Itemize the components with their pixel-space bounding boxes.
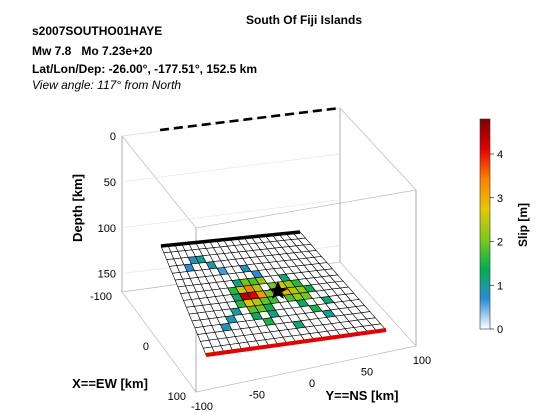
z-tick-label: 0 xyxy=(110,131,116,143)
view-angle: View angle: 117° from North xyxy=(32,78,182,92)
magnitude: Mw 7.8 xyxy=(32,44,72,58)
z-tick-label: 150 xyxy=(98,269,116,281)
colorbar-tick-label: 3 xyxy=(497,193,503,205)
colorbar-label: Slip [m] xyxy=(516,203,530,247)
colorbar-tick-label: 4 xyxy=(497,149,503,161)
y-tick-label: 50 xyxy=(361,367,373,379)
hypocenter-star xyxy=(268,281,288,299)
colorbar-tick-label: 2 xyxy=(497,237,503,249)
fault-top-edge xyxy=(160,230,301,248)
y-tick-label: -100 xyxy=(191,401,213,413)
event-id: s2007SOUTHO01HAYE xyxy=(32,24,163,38)
z-axis-ticks: 0 50 100 150 xyxy=(98,131,116,281)
colorbar-tick-label: 1 xyxy=(497,280,503,292)
colorbar-tick-label: 0 xyxy=(497,324,503,336)
y-tick-label: 100 xyxy=(413,355,431,367)
chart-title: South Of Fiji Islands xyxy=(246,13,362,27)
y-axis-ticks: -100 -50 0 50 100 xyxy=(191,355,431,413)
colorbar-ticks: 0 1 2 3 4 xyxy=(490,149,503,336)
z-tick-label: 50 xyxy=(104,177,116,189)
y-axis-label: Y==NS [km] xyxy=(326,388,399,403)
x-tick-label: 0 xyxy=(143,341,149,353)
z-gridline xyxy=(121,199,341,229)
x-tick-label: 100 xyxy=(168,391,186,403)
y-tick-label: 0 xyxy=(309,378,315,390)
surface-trace xyxy=(159,106,341,132)
x-tick-label: -100 xyxy=(90,291,112,303)
lat-lon-depth: Lat/Lon/Dep: -26.00°, -177.51°, 152.5 km xyxy=(32,62,258,76)
moment-info: Mw 7.8 Mo 7.23e+20 xyxy=(32,44,152,58)
fault-bottom-edge xyxy=(205,328,387,357)
fault-plane xyxy=(160,231,387,356)
moment: Mo 7.23e+20 xyxy=(81,44,153,58)
y-tick-label: -50 xyxy=(249,390,265,402)
colorbar xyxy=(479,118,491,330)
x-axis-label: X==EW [km] xyxy=(72,376,148,391)
z-gridline xyxy=(121,153,341,183)
z-axis-label: Depth [km] xyxy=(70,174,85,242)
z-tick-label: 100 xyxy=(98,223,116,235)
x-axis-ticks: -100 0 100 xyxy=(90,291,186,403)
